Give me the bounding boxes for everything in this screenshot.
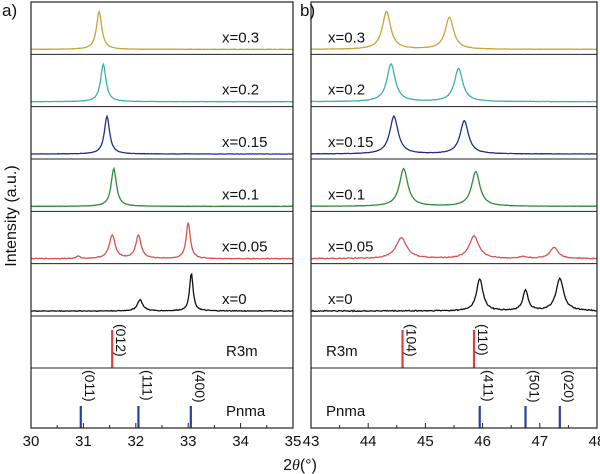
panel-a-reference-lines: R3m (012) Pnma (011) (111) (400) <box>31 324 293 429</box>
hkl-label: (012) <box>113 324 129 357</box>
series-label: x=0.05 <box>328 239 373 256</box>
pattern-line-x0 <box>310 277 598 313</box>
pattern-line-x01 <box>31 166 293 208</box>
pattern-line-x03 <box>310 10 598 51</box>
series-label: x=0.2 <box>328 82 365 99</box>
panel-b-axes: 43 44 45 46 47 48 <box>303 1 600 450</box>
pattern-line-x02 <box>310 62 597 103</box>
panel-b-patterns: x=0.3 x=0.2 x=0.15 x=0.1 x=0.05 x=0 <box>310 10 598 317</box>
panel-a-patterns: x=0.3 x=0.2 x=0.15 x=0.1 x=0.05 x=0 <box>30 9 294 317</box>
hkl-label: (411) <box>481 370 497 402</box>
x-tick-label: 46 <box>474 433 491 450</box>
pattern-line-x005 <box>310 234 598 260</box>
panel-b: b) x=0.3 x=0.2 x=0.15 x=0.1 x=0.05 x=0 R3m (10… <box>300 1 600 450</box>
x-tick-label: 47 <box>531 433 548 450</box>
x-tick-label: 32 <box>127 433 144 450</box>
hkl-label: (400) <box>192 370 208 403</box>
series-label: x=0.3 <box>328 29 365 46</box>
x-axis-label: 2θ(°) <box>283 457 317 474</box>
pattern-line-x03 <box>31 9 293 51</box>
y-axis-label: Intensity (a.u.) <box>3 165 20 266</box>
x-axis-label-theta: θ <box>292 457 300 474</box>
series-label: x=0.15 <box>328 134 373 151</box>
pattern-line-x005 <box>30 222 294 260</box>
series-label: x=0.1 <box>222 186 259 203</box>
pattern-line-x01 <box>310 167 597 208</box>
series-label: x=0.15 <box>222 134 267 151</box>
hkl-label: (111) <box>139 370 155 401</box>
panel-b-reference-lines: R3m (104) (110) Pnma (411) (501) (020) <box>311 324 597 429</box>
plot-frame <box>310 1 598 429</box>
x-axis-label-prefix: 2 <box>283 457 292 474</box>
x-tick-label: 30 <box>23 433 40 450</box>
phase-label-pnma: Pnma <box>226 403 266 420</box>
panel-label-a: a) <box>2 1 17 20</box>
series-label: x=0.2 <box>222 82 259 99</box>
x-tick-label: 35 <box>285 433 302 450</box>
phase-label-r3m: R3m <box>326 343 358 360</box>
series-label: x=0 <box>222 291 247 308</box>
phase-label-r3m: R3m <box>226 343 258 360</box>
hkl-label: (011) <box>82 370 98 402</box>
x-tick-label: 45 <box>417 433 434 450</box>
x-tick-label: 33 <box>180 433 197 450</box>
x-tick-label: 43 <box>303 433 320 450</box>
phase-label-pnma: Pnma <box>326 403 366 420</box>
x-axis-label-suffix: (°) <box>300 457 317 474</box>
panel-a: a) x=0.3 x=0.2 x=0.15 x=0.1 x=0.05 x=0 R3m (01… <box>2 1 301 450</box>
pattern-line-x015 <box>30 114 293 155</box>
pattern-line-x015 <box>311 114 597 155</box>
hkl-label: (020) <box>561 370 577 403</box>
series-label: x=0.1 <box>328 186 365 203</box>
hkl-label: (110) <box>475 324 491 356</box>
panel-label-b: b) <box>300 1 315 20</box>
series-label: x=0 <box>328 291 353 308</box>
x-tick-label: 31 <box>75 433 92 450</box>
pattern-line-x0 <box>30 272 294 313</box>
series-label: x=0.05 <box>222 239 267 256</box>
hkl-label: (104) <box>404 324 420 357</box>
series-label: x=0.3 <box>222 29 259 46</box>
x-tick-label: 34 <box>232 433 249 450</box>
panel-a-axes: 30 31 32 33 34 35 <box>23 1 302 450</box>
x-tick-label: 44 <box>360 433 377 450</box>
pattern-line-x02 <box>30 62 294 103</box>
x-tick-label: 48 <box>589 433 600 450</box>
plot-frame <box>30 1 294 429</box>
hkl-label: (501) <box>527 370 543 403</box>
